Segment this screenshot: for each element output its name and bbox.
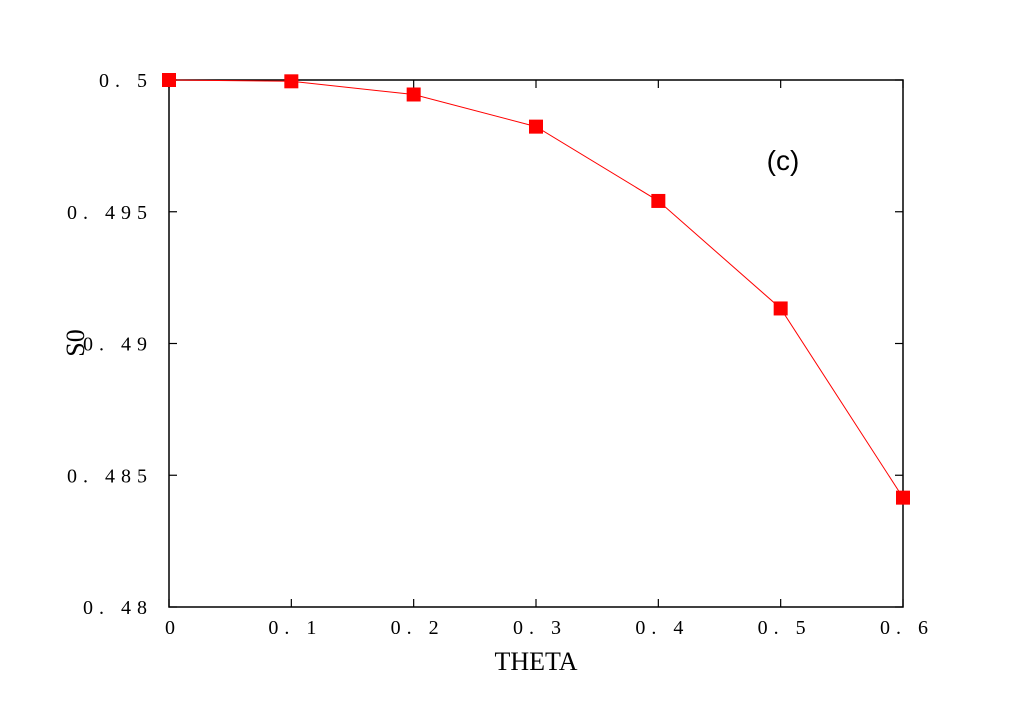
series-line bbox=[168, 79, 904, 498]
data-point-marker bbox=[406, 87, 421, 102]
x-tick-label: 0 bbox=[165, 617, 181, 639]
data-point-marker bbox=[284, 74, 299, 89]
x-tick-label: 0. 1 bbox=[268, 617, 322, 639]
y-tick-label: 0. 485 bbox=[67, 465, 153, 487]
data-point-marker bbox=[896, 490, 910, 505]
data-point-marker bbox=[162, 73, 176, 87]
x-tick-label: 0. 5 bbox=[758, 617, 812, 639]
x-tick-label: 0. 3 bbox=[513, 617, 567, 639]
data-point-marker bbox=[529, 119, 543, 134]
panel-annotation: (c) bbox=[767, 145, 800, 176]
x-axis-title: THETA bbox=[494, 647, 577, 676]
series-layer bbox=[162, 73, 910, 505]
x-tick-label: 0. 2 bbox=[391, 617, 445, 639]
x-tick-label: 0. 6 bbox=[880, 617, 934, 639]
x-tick-label: 0. 4 bbox=[635, 617, 689, 639]
y-tick-label: 0. 48 bbox=[83, 597, 153, 619]
y-tick-label: 0. 49 bbox=[83, 334, 153, 356]
data-point-marker bbox=[651, 193, 666, 208]
ticks-layer: 0 0. 1 0. 2 0. 3 0. 4 0. 5 0. 6 0. 48 0. 485 0. 4… bbox=[67, 70, 934, 639]
y-tick-label: 0. 5 bbox=[99, 70, 153, 92]
y-axis-title: S0 bbox=[61, 329, 90, 356]
data-point-marker bbox=[773, 301, 788, 316]
y-tick-label: 0. 495 bbox=[67, 202, 153, 224]
